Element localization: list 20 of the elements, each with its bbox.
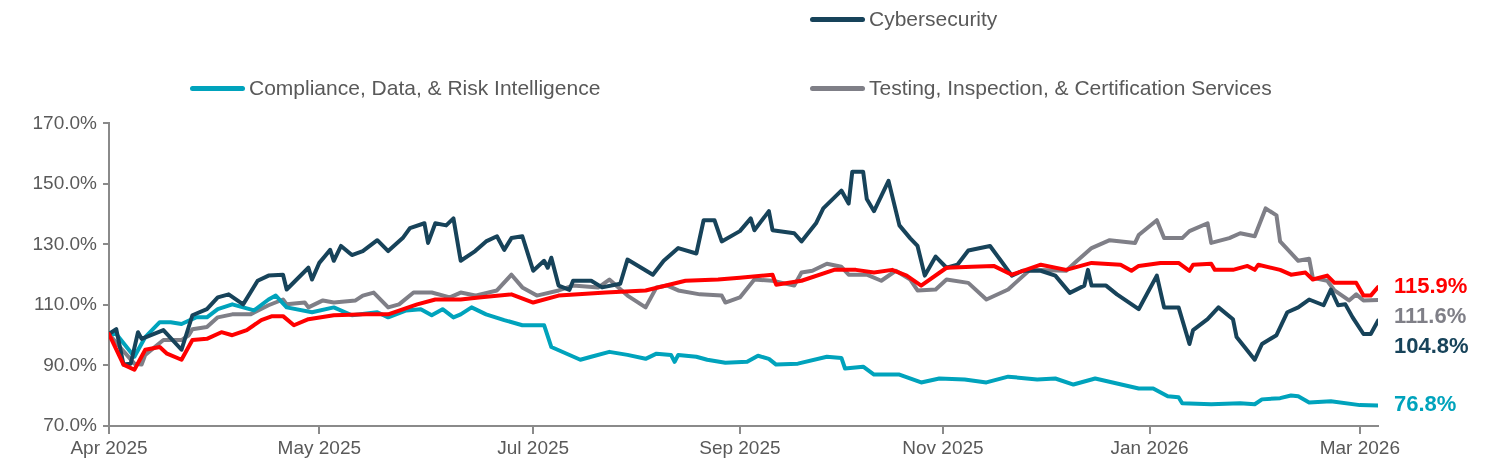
annotation: 115.9% bbox=[1394, 273, 1468, 299]
y-tick-label: 150.0% bbox=[32, 172, 98, 194]
y-tick-label: 130.0% bbox=[32, 232, 98, 254]
annotation: 104.8% bbox=[1394, 333, 1469, 359]
x-tick-label: Mar 2026 bbox=[1319, 436, 1401, 458]
legend-label: Compliance, Data, & Risk Intelligence bbox=[249, 76, 601, 100]
y-tick-label: 90.0% bbox=[43, 353, 98, 375]
legend-label: Cybersecurity bbox=[869, 7, 998, 31]
x-tick-label: Sep 2025 bbox=[699, 436, 781, 458]
annotation: 76.8% bbox=[1394, 391, 1457, 417]
x-tick-label: Nov 2025 bbox=[902, 436, 984, 458]
y-tick-label: 110.0% bbox=[33, 293, 98, 315]
y-tick-label: 170.0% bbox=[32, 111, 98, 133]
y-tick-label: 70.0% bbox=[43, 414, 98, 436]
x-tick-label: May 2025 bbox=[277, 436, 362, 458]
annotation: 111.6% bbox=[1394, 303, 1467, 329]
x-tick-label: Jul 2025 bbox=[497, 436, 570, 458]
x-tick-label: Jan 2026 bbox=[1110, 436, 1189, 458]
x-tick-label: Apr 2025 bbox=[70, 436, 148, 458]
legend-label: Testing, Inspection, & Certification Services bbox=[869, 76, 1272, 100]
